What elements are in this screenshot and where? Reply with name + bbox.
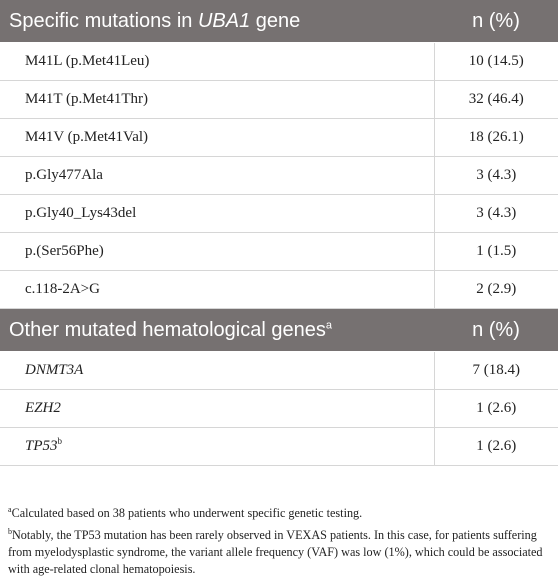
footnote-marker: a: [325, 318, 332, 331]
row-value: 3 (4.3): [433, 194, 558, 233]
row-value: 1 (2.6): [433, 389, 558, 428]
table-row: M41V (p.Met41Val) 18 (26.1): [0, 118, 558, 157]
row-label: p.Gly477Ala: [0, 156, 435, 195]
row-value: 10 (14.5): [433, 42, 558, 81]
table-row: EZH2 1 (2.6): [0, 389, 558, 428]
table-row: TP53b 1 (2.6): [0, 427, 558, 466]
table-row: p.Gly477Ala 3 (4.3): [0, 156, 558, 195]
section1-header-label: Specific mutations in UBA1 gene: [0, 0, 434, 43]
table-row: c.118-2A>G 2 (2.9): [0, 270, 558, 309]
row-value: 7 (18.4): [433, 351, 558, 390]
row-label: M41T (p.Met41Thr): [0, 80, 435, 119]
row-value: 2 (2.9): [433, 270, 558, 309]
footnote-marker: a: [8, 504, 12, 514]
section1-header-row: Specific mutations in UBA1 gene n (%): [0, 0, 558, 43]
row-value: 18 (26.1): [433, 118, 558, 157]
section2-header-n: n (%): [434, 308, 558, 352]
footnote-marker: b: [8, 526, 12, 536]
table-row: p.Gly40_Lys43del 3 (4.3): [0, 194, 558, 233]
gene-label: EZH2: [0, 389, 435, 428]
section2-header-label: Other mutated hematological genesa: [0, 308, 434, 352]
row-label: p.Gly40_Lys43del: [0, 194, 435, 233]
header-text: Other mutated hematological genes: [9, 318, 326, 341]
footnote-text: Calculated based on 38 patients who unde…: [11, 506, 363, 520]
section1-header-n: n (%): [434, 0, 558, 43]
table-row: p.(Ser56Phe) 1 (1.5): [0, 232, 558, 271]
row-value: 1 (2.6): [433, 427, 558, 466]
footnote-a: aCalculated based on 38 patients who und…: [8, 505, 552, 522]
footnote-marker: b: [57, 436, 63, 446]
row-label: p.(Ser56Phe): [0, 232, 435, 271]
gene-label: TP53b: [0, 427, 435, 466]
row-value: 1 (1.5): [433, 232, 558, 271]
mutations-table: Specific mutations in UBA1 gene n (%) M4…: [0, 0, 558, 466]
header-gene: UBA1: [197, 9, 251, 32]
row-label: c.118-2A>G: [0, 270, 435, 309]
row-label: M41L (p.Met41Leu): [0, 42, 435, 81]
mutations-table-container: Specific mutations in UBA1 gene n (%) M4…: [0, 0, 558, 466]
row-value: 3 (4.3): [433, 156, 558, 195]
header-suffix: gene: [250, 9, 301, 32]
footnote-b: bNotably, the TP53 mutation has been rar…: [8, 527, 552, 578]
table-footnotes: aCalculated based on 38 patients who und…: [8, 505, 552, 583]
row-label: M41V (p.Met41Val): [0, 118, 435, 157]
header-prefix: Specific mutations in: [9, 9, 198, 32]
footnote-text: Notably, the TP53 mutation has been rare…: [8, 528, 543, 576]
gene-label: DNMT3A: [0, 351, 435, 390]
row-value: 32 (46.4): [433, 80, 558, 119]
section2-header-row: Other mutated hematological genesa n (%): [0, 308, 558, 352]
table-row: M41L (p.Met41Leu) 10 (14.5): [0, 42, 558, 81]
table-row: DNMT3A 7 (18.4): [0, 351, 558, 390]
table-row: M41T (p.Met41Thr) 32 (46.4): [0, 80, 558, 119]
